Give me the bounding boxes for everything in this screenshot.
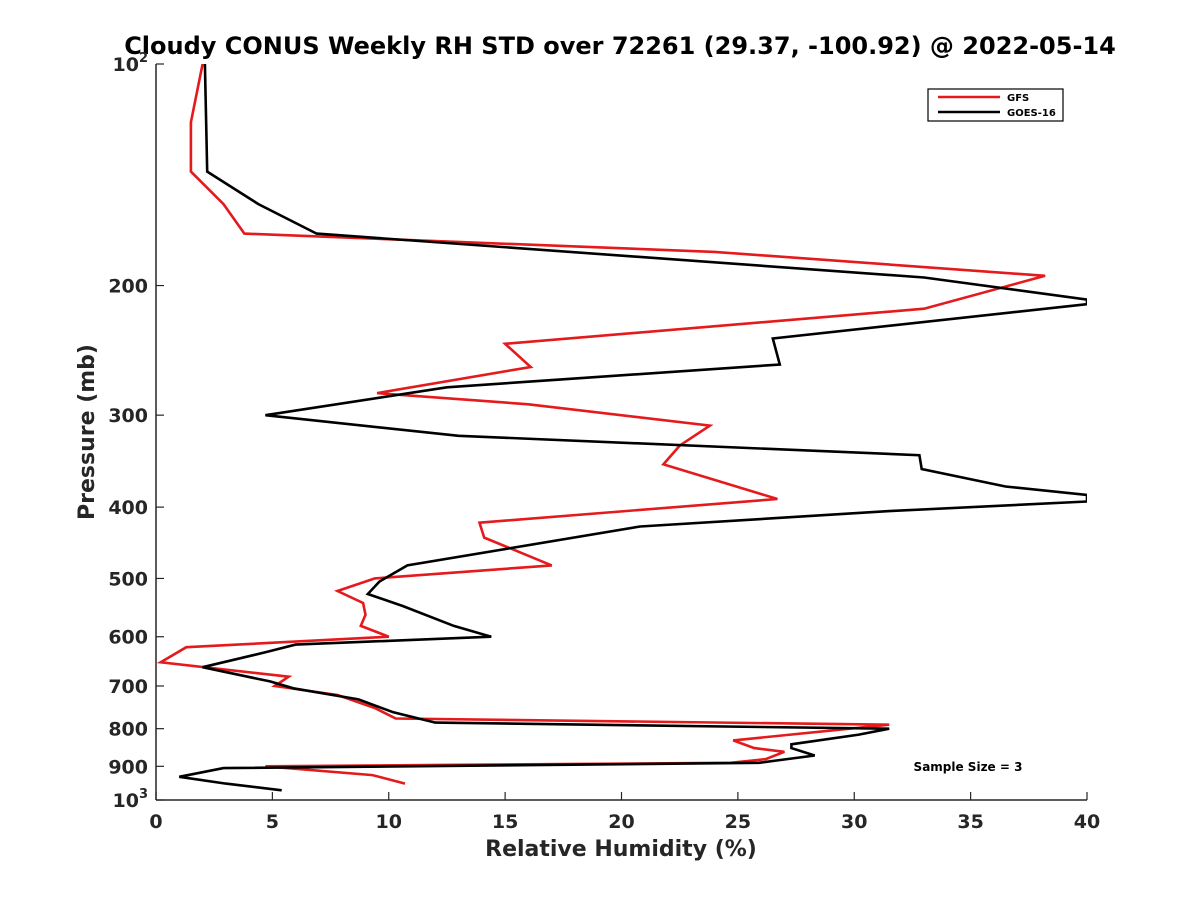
y-axis-label: Pressure (mb) bbox=[75, 344, 100, 520]
y-tick-label: 103 bbox=[113, 787, 149, 812]
x-tick-label: 20 bbox=[608, 811, 634, 833]
x-tick-label: 30 bbox=[841, 811, 867, 833]
chart-title: Cloudy CONUS Weekly RH STD over 72261 (2… bbox=[124, 32, 1116, 60]
x-axis-label: Relative Humidity (%) bbox=[485, 837, 757, 862]
series-lines bbox=[156, 64, 1087, 792]
x-tick-label: 40 bbox=[1074, 811, 1100, 833]
legend-box bbox=[927, 88, 1064, 122]
y-tick-label: 400 bbox=[108, 497, 148, 519]
x-tick-label: 0 bbox=[149, 811, 162, 833]
x-tick-label: 25 bbox=[725, 811, 751, 833]
x-tick-label: 10 bbox=[376, 811, 402, 833]
y-ticks: 102 200 300 400 500 600 700 800 900 103 bbox=[108, 51, 164, 812]
y-tick-label: 500 bbox=[108, 568, 148, 590]
y-tick-label: 900 bbox=[108, 756, 148, 778]
y-tick-label: 200 bbox=[108, 276, 148, 298]
x-tick-label: 5 bbox=[266, 811, 279, 833]
y-tick-label: 800 bbox=[108, 719, 148, 741]
plot-area: 0 5 10 15 20 25 30 35 40 102 200 300 400 500 600 700 80… bbox=[108, 51, 1100, 833]
x-tick-label: 35 bbox=[957, 811, 983, 833]
legend-label-gfs: GFS bbox=[1007, 93, 1029, 104]
legend: GFS GOES-16 bbox=[927, 88, 1064, 122]
y-tick-label: 102 bbox=[113, 51, 149, 76]
y-tick-label: 300 bbox=[108, 405, 148, 427]
series-line-goes16 bbox=[179, 64, 1087, 792]
x-tick-label: 15 bbox=[492, 811, 518, 833]
sample-size-annotation: Sample Size = 3 bbox=[914, 760, 1023, 774]
legend-label-goes16: GOES-16 bbox=[1007, 108, 1056, 119]
y-tick-label: 600 bbox=[108, 627, 148, 649]
y-tick-label: 700 bbox=[108, 676, 148, 698]
x-ticks: 0 5 10 15 20 25 30 35 40 bbox=[149, 792, 1100, 833]
series-line-gfs bbox=[156, 64, 1046, 785]
